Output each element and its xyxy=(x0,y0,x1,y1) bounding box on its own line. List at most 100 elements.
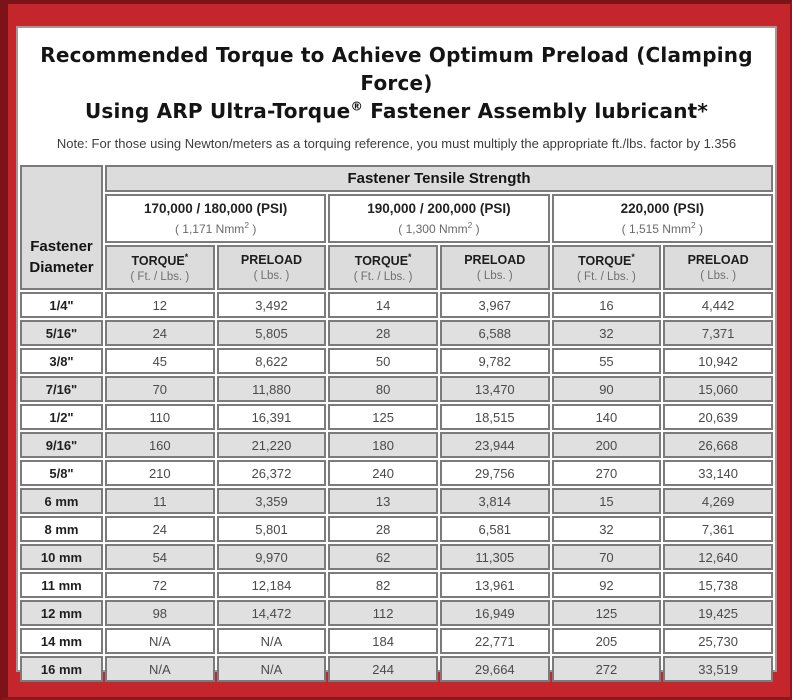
torque-value-cell: 240 xyxy=(328,460,438,486)
torque-value-cell: 125 xyxy=(551,600,662,626)
table-row: 6 mm 11 3,359 13 3,814 15 4,269 xyxy=(20,488,773,514)
preload-column-header: PRELOAD ( Lbs. ) xyxy=(663,245,773,290)
preload-value-cell: 3,492 xyxy=(216,292,327,318)
note-text: Note: For those using Newton/meters as a… xyxy=(56,136,737,151)
torque-value-cell: 244 xyxy=(328,656,438,682)
diameter-cell: 1/2" xyxy=(20,404,103,430)
nmm-label: ( 1,300 Nmm2 ) xyxy=(398,220,480,236)
diameter-cell: 7/16" xyxy=(20,376,103,402)
torque-value-cell: 70 xyxy=(551,544,662,570)
torque-value-cell: 140 xyxy=(551,404,662,430)
torque-value-cell: 205 xyxy=(551,628,662,654)
column-header-unit: ( Ft. / Lbs. ) xyxy=(577,271,636,284)
fastener-diameter-header: Fastener Diameter xyxy=(20,165,103,290)
torque-value-cell: 270 xyxy=(551,460,662,486)
column-header-unit: ( Lbs. ) xyxy=(476,270,513,282)
torque-value-cell: 15 xyxy=(551,488,662,514)
preload-value-cell: 23,944 xyxy=(439,432,550,458)
column-header-label: TORQUE* xyxy=(131,251,189,269)
table-row: 9/16" 160 21,220 180 23,944 200 26,668 xyxy=(20,432,773,458)
torque-value-cell: 55 xyxy=(551,348,662,374)
column-header-unit: ( Lbs. ) xyxy=(700,270,737,282)
column-header-label: PRELOAD xyxy=(464,253,526,267)
torque-value-cell: 82 xyxy=(328,572,438,598)
diameter-cell: 12 mm xyxy=(20,600,103,626)
torque-value-cell: 28 xyxy=(328,320,438,346)
diameter-cell: 8 mm xyxy=(20,516,103,542)
preload-value-cell: 26,668 xyxy=(663,432,773,458)
nmm-label: ( 1,171 Nmm2 ) xyxy=(174,220,257,236)
preload-value-cell: 33,140 xyxy=(663,460,773,486)
torque-value-cell: 32 xyxy=(551,516,662,542)
table-row: 7/16" 70 11,880 80 13,470 90 15,060 xyxy=(20,376,773,402)
preload-value-cell: 13,961 xyxy=(439,572,550,598)
title-block: Recommended Torque to Achieve Optimum Pr… xyxy=(18,28,775,163)
table-row: 11 mm 72 12,184 82 13,961 92 15,738 xyxy=(20,572,773,598)
page-title-line1: Recommended Torque to Achieve Optimum Pr… xyxy=(40,43,753,95)
preload-value-cell: 6,588 xyxy=(439,320,550,346)
preload-value-cell: 15,060 xyxy=(663,376,773,402)
psi-group-header-row: 170,000 / 180,000 (PSI) ( 1,171 Nmm2 ) 190… xyxy=(20,194,773,243)
diameter-cell: 5/16" xyxy=(20,320,103,346)
torque-value-cell: 14 xyxy=(328,292,438,318)
column-header-unit: ( Lbs. ) xyxy=(253,270,290,282)
psi-group-header: 190,000 / 200,000 (PSI) ( 1,300 Nmm2 ) xyxy=(328,194,550,243)
torque-value-cell: 184 xyxy=(328,628,438,654)
table-row: 14 mm N/A N/A 184 22,771 205 25,730 xyxy=(20,628,773,654)
torque-value-cell: 16 xyxy=(551,292,662,318)
torque-value-cell: N/A xyxy=(104,628,215,654)
torque-value-cell: 92 xyxy=(551,572,662,598)
diameter-cell: 14 mm xyxy=(20,628,103,654)
torque-value-cell: 98 xyxy=(104,600,215,626)
torque-value-cell: 110 xyxy=(104,404,215,430)
preload-value-cell: 33,519 xyxy=(663,656,773,682)
diameter-cell: 10 mm xyxy=(20,544,103,570)
preload-value-cell: 9,782 xyxy=(439,348,550,374)
fastener-diameter-header-line2: Diameter xyxy=(29,259,94,277)
preload-value-cell: 11,305 xyxy=(439,544,550,570)
torque-value-cell: 180 xyxy=(328,432,438,458)
tensile-strength-header-row: Fastener Diameter Fastener Tensile Stren… xyxy=(20,165,773,290)
table-row: 10 mm 54 9,970 62 11,305 70 12,640 xyxy=(20,544,773,570)
preload-value-cell: 12,184 xyxy=(216,572,327,598)
column-header-label: PRELOAD xyxy=(687,253,749,267)
preload-value-cell: 6,581 xyxy=(439,516,550,542)
torque-value-cell: 24 xyxy=(104,320,215,346)
preload-value-cell: 11,880 xyxy=(216,376,327,402)
preload-value-cell: 15,738 xyxy=(663,572,773,598)
torque-value-cell: 160 xyxy=(104,432,215,458)
diameter-cell: 11 mm xyxy=(20,572,103,598)
preload-value-cell: 3,814 xyxy=(439,488,550,514)
preload-value-cell: 26,372 xyxy=(216,460,327,486)
fastener-diameter-header-line1: Fastener xyxy=(30,237,93,255)
preload-value-cell: 7,371 xyxy=(663,320,773,346)
torque-value-cell: 62 xyxy=(328,544,438,570)
column-header-unit: ( Ft. / Lbs. ) xyxy=(130,271,190,284)
psi-group-header: 220,000 (PSI) ( 1,515 Nmm2 ) xyxy=(551,194,773,243)
torque-value-cell: 32 xyxy=(551,320,662,346)
preload-value-cell: 3,359 xyxy=(216,488,327,514)
torque-value-cell: 28 xyxy=(328,516,438,542)
title-line2-text: Using ARP Ultra-Torque xyxy=(84,99,351,123)
preload-value-cell: 21,220 xyxy=(216,432,327,458)
diameter-cell: 5/8" xyxy=(20,460,103,486)
preload-value-cell: 5,805 xyxy=(216,320,327,346)
psi-label: 190,000 / 200,000 (PSI) xyxy=(367,201,511,216)
preload-value-cell: 10,942 xyxy=(663,348,773,374)
preload-column-header: PRELOAD ( Lbs. ) xyxy=(216,245,327,290)
torque-value-cell: 272 xyxy=(551,656,662,682)
torque-value-cell: 24 xyxy=(104,516,215,542)
table-row: 8 mm 24 5,801 28 6,581 32 7,361 xyxy=(20,516,773,542)
column-header-label: TORQUE* xyxy=(578,251,635,269)
diameter-cell: 3/8" xyxy=(20,348,103,374)
diameter-cell: 1/4" xyxy=(20,292,103,318)
torque-value-cell: 54 xyxy=(104,544,215,570)
table-row: 5/8" 210 26,372 240 29,756 270 33,140 xyxy=(20,460,773,486)
torque-value-cell: 200 xyxy=(551,432,662,458)
column-header-label: TORQUE* xyxy=(354,251,412,269)
preload-value-cell: 14,472 xyxy=(216,600,327,626)
preload-value-cell: 16,949 xyxy=(439,600,550,626)
column-header-label: PRELOAD xyxy=(240,253,303,267)
table-row: 16 mm N/A N/A 244 29,664 272 33,519 xyxy=(20,656,773,682)
table-row: 3/8" 45 8,622 50 9,782 55 10,942 xyxy=(20,348,773,374)
